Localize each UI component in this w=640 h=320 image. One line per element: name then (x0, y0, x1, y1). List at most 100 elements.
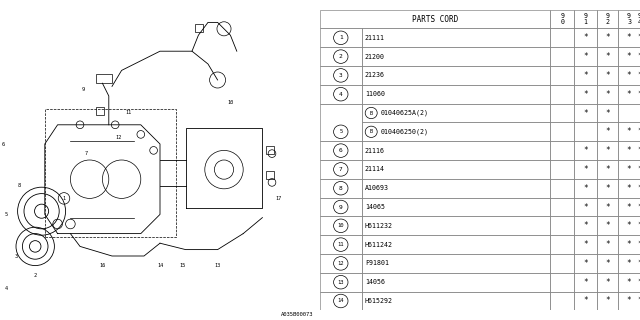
Text: 21111: 21111 (365, 35, 385, 41)
Bar (320, 235, 362, 254)
Text: *: * (583, 165, 588, 174)
Bar (320, 273, 362, 292)
Text: *: * (627, 165, 632, 174)
Text: *: * (583, 71, 588, 80)
Text: *: * (627, 90, 632, 99)
Bar (618, 254, 640, 273)
Bar (45, 109, 176, 237)
Bar (96, 107, 104, 115)
Text: *: * (605, 203, 610, 212)
Text: 01040625A(2): 01040625A(2) (381, 110, 429, 116)
Bar (618, 292, 640, 310)
Text: B: B (370, 110, 372, 116)
Bar (550, 28, 575, 47)
Bar (550, 10, 575, 28)
Bar (320, 47, 362, 66)
Text: *: * (583, 184, 588, 193)
Bar (575, 123, 596, 141)
Text: 8: 8 (18, 183, 20, 188)
Bar (320, 292, 362, 310)
Text: *: * (637, 71, 640, 80)
Text: 14: 14 (157, 263, 163, 268)
Bar (596, 85, 618, 104)
Bar (320, 254, 362, 273)
Bar (596, 141, 618, 160)
Bar (596, 235, 618, 254)
Text: *: * (605, 52, 610, 61)
Bar (320, 179, 362, 198)
Text: 1: 1 (63, 196, 65, 201)
Bar (596, 179, 618, 198)
Bar (596, 28, 618, 47)
Text: 6: 6 (2, 141, 4, 147)
Bar (550, 254, 575, 273)
Text: *: * (583, 278, 588, 287)
Bar (320, 160, 362, 179)
Bar (575, 216, 596, 235)
Bar (266, 171, 274, 179)
Text: 14065: 14065 (365, 204, 385, 210)
Bar (575, 254, 596, 273)
Bar (96, 74, 112, 83)
Text: *: * (605, 33, 610, 42)
Text: *: * (627, 221, 632, 230)
Text: *: * (637, 203, 640, 212)
Bar (550, 216, 575, 235)
Bar (618, 104, 640, 123)
Bar (362, 273, 550, 292)
Text: *: * (605, 127, 610, 136)
Bar (575, 160, 596, 179)
Bar (596, 104, 618, 123)
Text: *: * (605, 71, 610, 80)
Text: *: * (637, 165, 640, 174)
Text: *: * (637, 297, 640, 306)
Text: 9
1: 9 1 (584, 12, 588, 26)
Bar (575, 273, 596, 292)
Bar (266, 146, 274, 154)
Bar (596, 123, 618, 141)
Bar (575, 235, 596, 254)
Bar (596, 47, 618, 66)
Bar (618, 10, 640, 28)
Text: 7: 7 (339, 167, 342, 172)
Bar (575, 104, 596, 123)
Bar (618, 85, 640, 104)
Text: 14056: 14056 (365, 279, 385, 285)
Bar (320, 198, 362, 216)
Text: 2: 2 (339, 54, 342, 59)
Text: 3: 3 (15, 253, 17, 259)
Text: 3: 3 (339, 73, 342, 78)
Bar (575, 66, 596, 85)
Text: *: * (637, 278, 640, 287)
Text: 21236: 21236 (365, 72, 385, 78)
Bar (362, 85, 550, 104)
Text: *: * (627, 278, 632, 287)
Bar (596, 160, 618, 179)
Text: F91801: F91801 (365, 260, 389, 266)
Bar (320, 66, 362, 85)
Text: *: * (637, 90, 640, 99)
Bar (618, 198, 640, 216)
Text: *: * (583, 259, 588, 268)
Bar (320, 104, 362, 141)
Text: 21114: 21114 (365, 166, 385, 172)
Bar (575, 179, 596, 198)
Text: *: * (637, 52, 640, 61)
Bar (362, 104, 550, 123)
Bar (550, 198, 575, 216)
Text: 9
4: 9 4 (638, 12, 640, 26)
Text: PARTS CORD: PARTS CORD (412, 14, 458, 23)
Bar (618, 141, 640, 160)
Text: *: * (637, 184, 640, 193)
Text: 4: 4 (5, 285, 8, 291)
Bar (575, 292, 596, 310)
Text: 6: 6 (339, 148, 342, 153)
Text: *: * (605, 259, 610, 268)
Bar (575, 198, 596, 216)
Text: H611242: H611242 (365, 242, 393, 248)
Bar (362, 28, 550, 47)
Text: *: * (605, 240, 610, 249)
Text: 14: 14 (337, 299, 344, 303)
Text: *: * (627, 33, 632, 42)
Text: *: * (627, 259, 632, 268)
